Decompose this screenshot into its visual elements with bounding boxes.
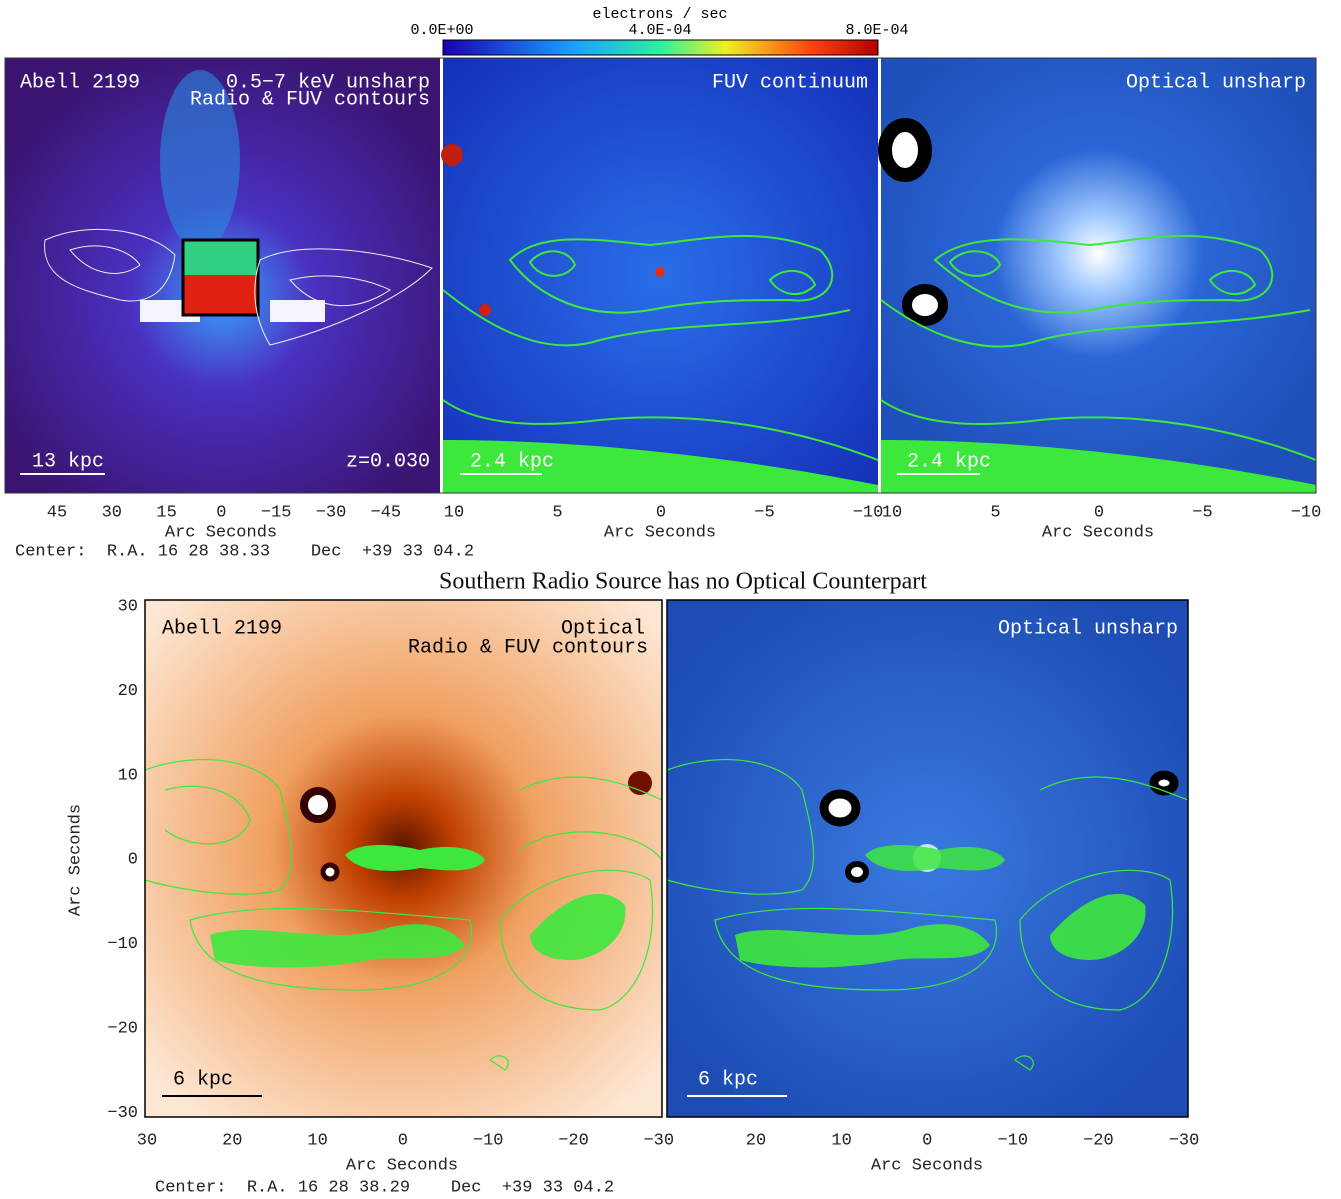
x-tick-label: 5 [552, 503, 562, 522]
x-tick-label: 0 [398, 1131, 408, 1150]
x-tick-label: 10 [831, 1131, 851, 1150]
x-tick-label: 30 [137, 1131, 157, 1150]
y-tick-label: 10 [118, 766, 138, 785]
x-tick-label: −15 [261, 503, 292, 522]
y-tick-label: 20 [118, 682, 138, 701]
fuv-panel: FUV continuum 2.4 kpc [441, 58, 879, 493]
panel-label: 0.5−7 keV unsharp [226, 71, 430, 94]
panel-label: Optical [561, 617, 645, 640]
x-tick-label: 0 [1094, 503, 1104, 522]
x-tick-label: 45 [47, 503, 67, 522]
x-tick-label: 20 [746, 1131, 766, 1150]
x-tick-label: −10 [1291, 503, 1322, 522]
y-tick-label: 0 [128, 851, 138, 870]
x-tick-label: −5 [754, 503, 774, 522]
panel-label: Abell 2199 [20, 71, 140, 94]
x-tick-label: −20 [558, 1131, 589, 1150]
panel-label: Abell 2199 [162, 617, 282, 640]
panel-label: Optical unsharp [1126, 71, 1306, 94]
x-axis-label: Arc Seconds [871, 1156, 983, 1175]
x-axis-label: Arc Seconds [346, 1156, 458, 1175]
x-tick-label: −10 [473, 1131, 504, 1150]
x-tick-label: 10 [307, 1131, 327, 1150]
optical-unsharp-panel-bottom: Optical unsharp 6 kpc [666, 599, 1189, 1118]
y-tick-label: −30 [107, 1104, 138, 1123]
center-coords: Center: R.A. 16 28 38.29 Dec +39 33 04.2 [155, 1178, 614, 1197]
optical-unsharp-panel: Optical unsharp 2.4 kpc [878, 58, 1317, 493]
x-tick-label: 5 [990, 503, 1000, 522]
scale-label: 2.4 kpc [907, 450, 991, 473]
x-tick-label: −10 [997, 1131, 1028, 1150]
panel-label: Radio & FUV contours [190, 88, 430, 111]
scale-label: 2.4 kpc [470, 450, 554, 473]
x-tick-label: −10 [853, 503, 884, 522]
x-axis-label: Arc Seconds [604, 523, 716, 542]
center-coords: Center: R.A. 16 28 38.33 Dec +39 33 04.2 [15, 542, 474, 561]
scale-label: 13 kpc [32, 450, 104, 473]
scale-label: 6 kpc [698, 1068, 758, 1091]
x-tick-label: −30 [1169, 1131, 1200, 1150]
x-axis-label: Arc Seconds [1042, 523, 1154, 542]
x-tick-label: −30 [316, 503, 347, 522]
x-tick-label: −30 [643, 1131, 674, 1150]
x-axis-label: Arc Seconds [165, 523, 277, 542]
figure-title: Southern Radio Source has no Optical Cou… [439, 569, 927, 595]
panel-label: Optical unsharp [998, 617, 1178, 640]
colorbar-unit: electrons / sec [592, 6, 727, 23]
x-tick-label: 30 [102, 503, 122, 522]
x-tick-label: −45 [370, 503, 401, 522]
x-tick-label: 20 [222, 1131, 242, 1150]
y-axis-label: Arc Seconds [66, 804, 85, 916]
x-tick-label: 0 [216, 503, 226, 522]
colorbar-label: 0.0E+00 [410, 22, 473, 39]
x-tick-label: 0 [656, 503, 666, 522]
x-tick-label: 0 [922, 1131, 932, 1150]
y-tick-label: −20 [107, 1019, 138, 1038]
x-tick-label: 15 [156, 503, 176, 522]
x-tick-label: −20 [1083, 1131, 1114, 1150]
panel-label: Radio & FUV contours [408, 636, 648, 659]
xray-panel: Abell 2199 0.5−7 keV unsharp Radio & FUV… [5, 58, 440, 493]
optical-panel: Abell 2199 Optical Radio & FUV contours … [144, 599, 663, 1118]
colorbar-label: 8.0E-04 [845, 22, 908, 39]
scale-label: 6 kpc [173, 1068, 233, 1091]
top-frame [4, 57, 1317, 494]
redshift-label: z=0.030 [346, 450, 430, 473]
y-tick-label: −10 [107, 935, 138, 954]
y-tick-label: 30 [118, 597, 138, 616]
x-tick-label: 10 [882, 503, 902, 522]
x-tick-label: 10 [444, 503, 464, 522]
panel-label: FUV continuum [712, 71, 868, 94]
colorbar [442, 39, 879, 56]
x-tick-label: −5 [1192, 503, 1212, 522]
colorbar-label: 4.0E-04 [628, 22, 691, 39]
